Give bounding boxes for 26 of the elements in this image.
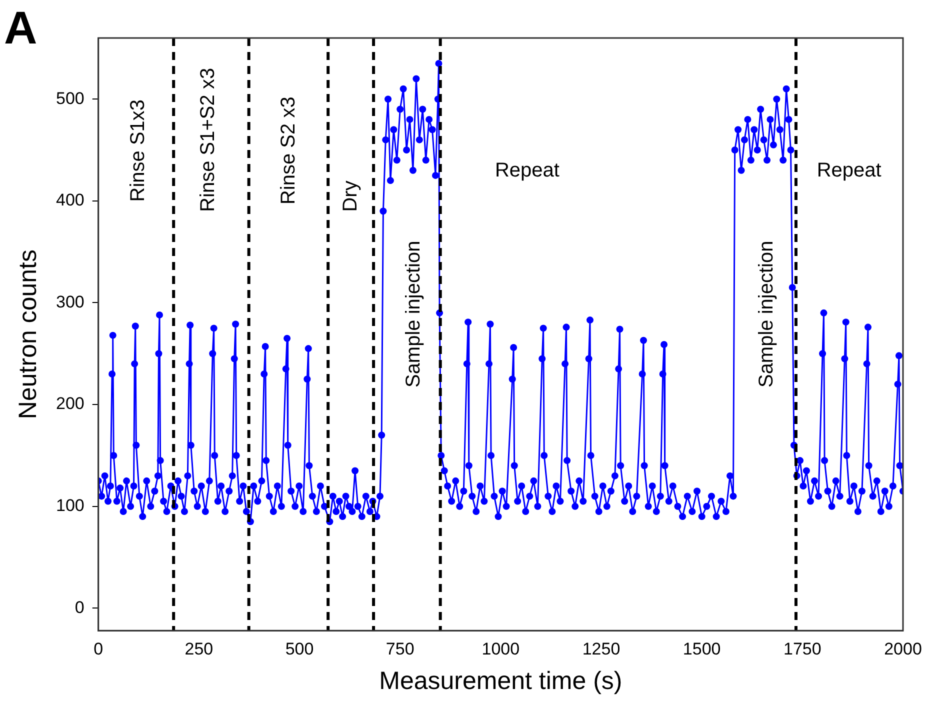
- y-tick-label: 300: [56, 292, 84, 312]
- y-tick-label: 500: [56, 88, 84, 108]
- x-tick-label: 250: [184, 639, 214, 658]
- x-tick-label: 1500: [682, 639, 721, 658]
- x-tick-label: 750: [386, 639, 414, 658]
- x-tick-label: 1250: [582, 639, 620, 658]
- x-tick-label: 0: [94, 639, 104, 658]
- annotation: Dry: [340, 180, 362, 212]
- y-axis-title: Neutron counts: [14, 250, 42, 420]
- x-tick-label: 1000: [482, 639, 520, 658]
- y-tick-label: 0: [74, 598, 84, 617]
- y-tick-label: 200: [56, 394, 84, 414]
- annotation: Rinse S1+S2 x3: [197, 68, 220, 212]
- annotation: Repeat: [816, 159, 882, 182]
- x-axis-title: Measurement time (s): [379, 666, 622, 695]
- annotation: Repeat: [494, 159, 560, 182]
- x-tick-label: 500: [285, 639, 314, 658]
- annotation: Sample injection: [402, 240, 424, 388]
- y-tick-label: 100: [56, 496, 84, 516]
- annotation: Sample injection: [756, 240, 778, 388]
- x-tick-label: 2000: [884, 639, 922, 658]
- y-tick-label: 400: [56, 190, 84, 210]
- x-tick-label: 1750: [784, 639, 822, 658]
- annotation: Rinse S1x3: [127, 99, 150, 202]
- text: A: [4, 2, 38, 54]
- annotation: Rinse S2 x3: [278, 96, 300, 205]
